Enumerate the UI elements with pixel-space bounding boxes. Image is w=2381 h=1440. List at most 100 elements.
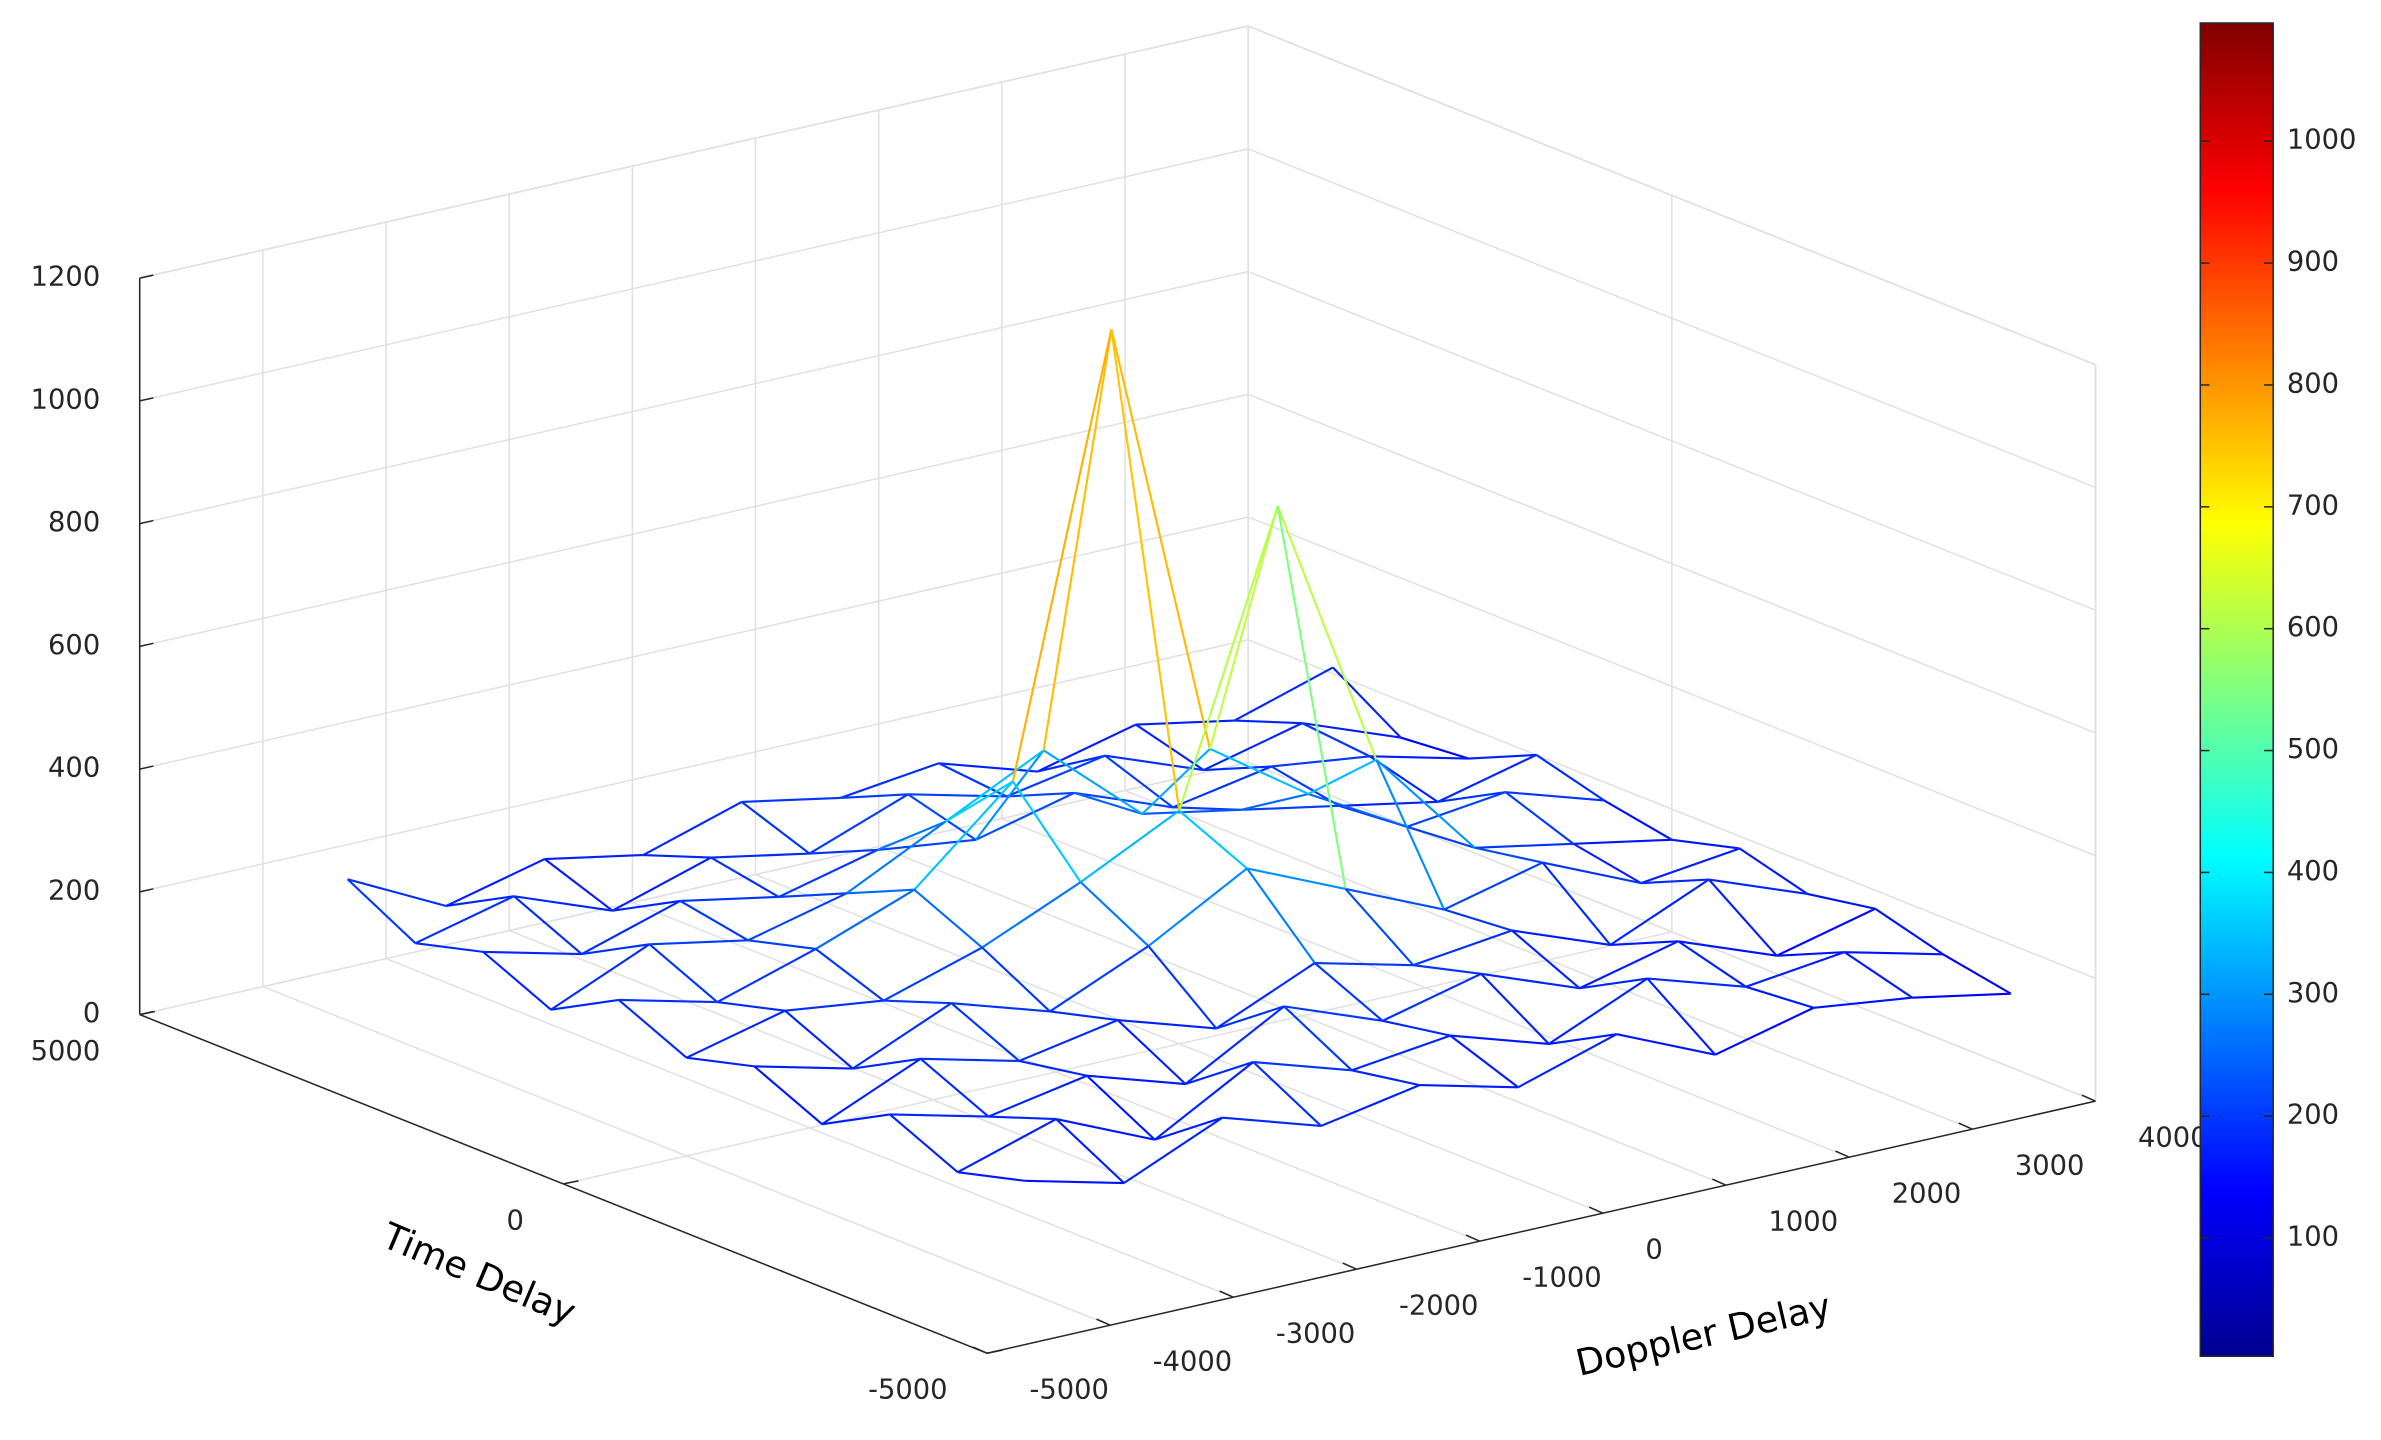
mesh-segment [1351,1034,1451,1072]
mesh-segment [920,1057,1020,1062]
axes: 0 200 400 600 800 1000 1200 5000 0 -5000 -5000 -400… [31,262,2208,1406]
mesh-segment [944,749,1045,823]
mesh-segment [1320,1084,1420,1127]
mesh-segment [643,853,712,859]
mesh-segment [1308,792,1408,828]
mesh-segment [1123,1116,1224,1184]
mesh-segment [1641,878,1709,885]
mesh-segment [1018,1019,1119,1062]
mesh-segment [907,793,977,841]
mesh-segment [1579,940,1679,990]
mesh-segment [1609,878,1710,946]
mesh-segment [1203,722,1303,772]
mesh-segment [611,856,712,912]
mesh-segment [1314,961,1414,967]
grid-line [139,761,1249,1016]
colorbar-tick-label: 600 [2287,612,2339,643]
mesh-segment [852,1057,921,1070]
mesh-segment [1382,972,1482,1022]
mesh-segment [1276,505,1347,890]
mesh-segment [1172,765,1272,809]
mesh-segment [815,948,885,1002]
mesh-segment [1504,791,1574,845]
mesh-segment [1412,929,1513,967]
mesh-segment [1517,1033,1618,1089]
mesh-segment [1677,940,1747,988]
x-tick [1219,1290,1234,1298]
mesh-segment [1302,722,1401,739]
mesh-segment [840,793,909,800]
z-tick [139,765,154,770]
mesh-segment [1449,1034,1519,1089]
mesh-segment [741,796,841,803]
mesh-segment [1375,759,1446,910]
x-tick [1465,1234,1480,1242]
mesh-segment [1025,1179,1125,1185]
y-tick [986,1349,1003,1354]
mesh-segment [1813,996,1913,1009]
mesh-segment [612,899,681,912]
mesh-segment [1708,878,1808,896]
mesh-segment [1234,719,1303,725]
mesh-segment [550,998,619,1011]
mesh-segment [1283,1005,1353,1072]
mesh-segment [717,1001,786,1012]
mesh-segment [1332,666,1402,739]
mesh-segment [938,762,1038,773]
mesh-segment [1406,825,1476,849]
mesh-segment [1240,804,1340,811]
z-tick-label: 1200 [31,262,101,293]
mesh-segment [1037,754,1106,773]
mesh-segment [1480,972,1580,990]
mesh-segment [951,1002,1051,1013]
x-tick-label: -2000 [1399,1291,1478,1322]
x-tick [1096,1318,1111,1326]
x-tick-label: 2000 [1892,1179,1962,1210]
mesh-segment [1450,1034,1549,1045]
mesh-segment [1209,747,1309,795]
grid-line [139,25,1249,279]
mesh-segment [1270,765,1340,807]
mesh-segment [1043,749,1143,815]
mesh-segment [1233,666,1334,722]
mesh-segment [944,780,1014,823]
mesh-segment [1351,1069,1420,1087]
mesh-segment [778,849,878,898]
x-tick-label: 0 [1645,1235,1662,1266]
mesh-segment [1646,977,1716,1056]
colorbar-tick-label: 700 [2287,490,2339,521]
mesh-segment [1203,765,1272,772]
colorbar-ticks: 100 200 300 400 500 600 700 800 900 1000 [2200,125,2356,1253]
x-tick-label: -1000 [1522,1263,1601,1294]
mesh-segment [1006,754,1106,798]
mesh-segment [1443,861,1544,911]
mesh-segment [1307,758,1377,795]
colorbar-tick-label: 900 [2287,247,2339,278]
x-tick-label: 4000 [2138,1123,2208,1154]
mesh-segment [1018,1059,1088,1077]
mesh-segment [1215,962,1316,1030]
mesh-segment [889,1113,989,1118]
mesh [346,329,2012,1185]
x-tick-label: -5000 [1030,1375,1109,1406]
mesh-segment [784,1009,854,1070]
mesh-segment [1314,962,1384,1022]
colorbar-tick-label: 200 [2287,1100,2339,1131]
colorbar-tick-label: 1000 [2287,125,2357,156]
y-tick [139,1010,156,1016]
grid-line [139,270,1249,525]
mesh-segment [1276,505,1378,761]
mesh-segment [1049,1010,1118,1022]
mesh-segment [1671,838,1740,850]
mesh-segment [778,892,847,898]
mesh-segment [1344,888,1415,966]
mesh-segment [1745,985,1815,1009]
mesh-segment [1117,1019,1217,1030]
mesh-segment [648,943,718,1003]
mesh-segment [1246,867,1316,964]
mesh-segment [1215,1005,1285,1030]
mesh-segment [1253,1060,1352,1072]
mesh-segment [1154,1116,1223,1141]
